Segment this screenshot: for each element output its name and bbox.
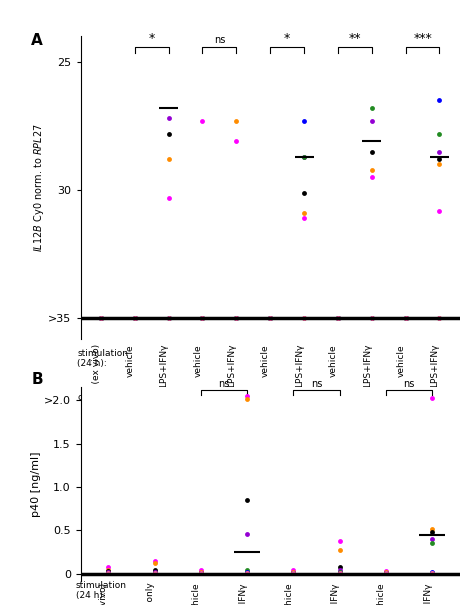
Y-axis label: $\it{IL12B}$ Cy0 norm. to $\it{RPL27}$: $\it{IL12B}$ Cy0 norm. to $\it{RPL27}$: [32, 123, 46, 252]
Text: stimulation
(24 h):: stimulation (24 h):: [77, 349, 128, 368]
Text: vehicle: vehicle: [284, 583, 293, 605]
Text: vehicle: vehicle: [377, 583, 386, 605]
Text: ns: ns: [311, 379, 322, 389]
Text: ns: ns: [214, 35, 225, 45]
Text: LPS+IFNγ: LPS+IFNγ: [430, 344, 439, 387]
Text: A: A: [31, 33, 43, 48]
Text: ascites only: ascites only: [146, 583, 155, 605]
Text: vehicle: vehicle: [329, 344, 338, 376]
Text: vehicle: vehicle: [126, 344, 135, 376]
Text: none (ex vivo): none (ex vivo): [100, 583, 109, 605]
Text: 1 d R5: 1 d R5: [340, 421, 369, 430]
Text: LPS+IFNγ: LPS+IFNγ: [160, 344, 169, 387]
Text: LPS+IFNγ: LPS+IFNγ: [423, 583, 432, 605]
Text: ns: ns: [403, 379, 415, 389]
Text: ***: ***: [413, 32, 432, 45]
Text: LPS+IFNγ: LPS+IFNγ: [330, 583, 339, 605]
Text: 2 d R5: 2 d R5: [408, 421, 437, 430]
Text: none (ex vivo): none (ex vivo): [92, 344, 101, 409]
Text: B: B: [31, 371, 43, 387]
Text: *: *: [284, 32, 290, 45]
Text: LPS+IFNγ: LPS+IFNγ: [363, 344, 372, 387]
Text: **: **: [348, 32, 361, 45]
Text: vehicle: vehicle: [192, 583, 201, 605]
Text: vehicle: vehicle: [193, 344, 202, 376]
Text: *: *: [148, 32, 155, 45]
Text: 2 d ascites
+ IFNγ: 2 d ascites + IFNγ: [263, 421, 311, 440]
Y-axis label: p40 [ng/ml]: p40 [ng/ml]: [31, 451, 41, 517]
Text: vehicle: vehicle: [397, 344, 406, 376]
Text: ns: ns: [218, 379, 229, 389]
Text: LPS+IFNγ: LPS+IFNγ: [238, 583, 247, 605]
Text: LPS+IFNγ: LPS+IFNγ: [228, 344, 237, 387]
Text: LPS+IFNγ: LPS+IFNγ: [295, 344, 304, 387]
Text: stimulation
(24 h):: stimulation (24 h):: [76, 581, 127, 600]
Text: cultivation:: cultivation:: [77, 393, 128, 402]
Text: 2 d ascites: 2 d ascites: [195, 421, 244, 430]
Text: 1 d ascites: 1 d ascites: [127, 421, 176, 430]
Text: vehicle: vehicle: [261, 344, 270, 376]
